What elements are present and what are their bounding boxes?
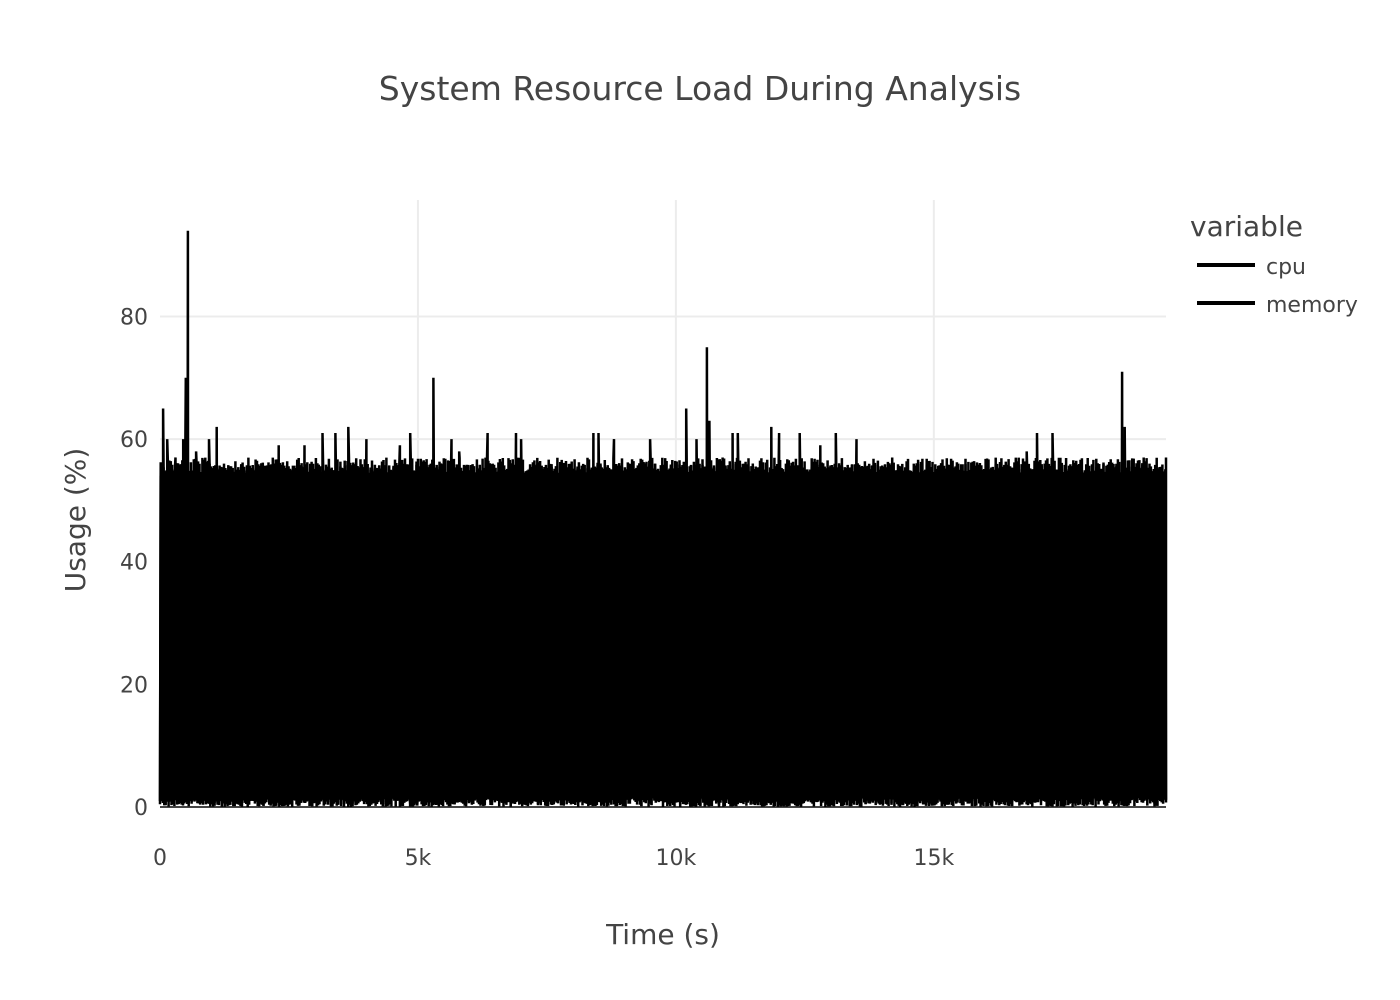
x-tick-label: 15k	[913, 846, 954, 871]
legend-label-memory: memory	[1266, 293, 1358, 318]
x-axis-title: Time (s)	[605, 918, 720, 951]
y-tick-label: 0	[134, 796, 148, 821]
x-tick-label: 10k	[656, 846, 697, 871]
legend: variable cpu memory	[1190, 210, 1358, 318]
plot-area	[158, 230, 1168, 808]
y-tick-label: 80	[120, 305, 148, 330]
x-tick-label: 0	[153, 846, 167, 871]
tick-labels: 0 5k 10k 15k 0 20 40 60 80	[120, 305, 954, 871]
series-line-memory	[158, 463, 1168, 808]
chart-title: System Resource Load During Analysis	[379, 69, 1021, 108]
y-axis-title: Usage (%)	[59, 448, 92, 593]
y-tick-label: 20	[120, 673, 148, 698]
y-tick-label: 40	[120, 551, 148, 576]
y-tick-label: 60	[120, 428, 148, 453]
x-tick-label: 5k	[405, 846, 432, 871]
legend-label-cpu: cpu	[1266, 255, 1306, 280]
legend-title: variable	[1190, 210, 1303, 243]
